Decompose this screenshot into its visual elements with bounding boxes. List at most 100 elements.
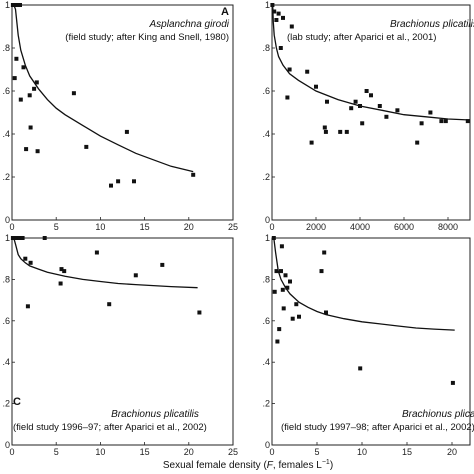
data-point [395,108,400,113]
data-point [305,69,310,74]
x-axis-label-variable: F [267,460,274,471]
x-tick-label: 25 [228,222,238,232]
y-tick-label: .8 [262,274,270,284]
data-point [32,86,37,91]
data-point [58,281,63,286]
panel-b: Brachionus plicatilis (lab study; after … [262,0,474,232]
data-point [314,84,318,89]
data-point [319,269,324,274]
data-point [116,179,121,184]
panel-c-title: Brachionus plicatilis [111,409,199,420]
data-point [124,129,129,134]
data-point [419,121,424,126]
data-point [280,287,285,292]
data-point [285,95,290,100]
data-point [23,256,28,261]
panel-a-label: A [221,6,229,18]
x-axis-label-exponent: −1 [322,459,330,466]
y-tick-label: 1 [265,233,270,243]
data-point [415,140,420,145]
x-tick-label: 10 [95,447,105,457]
data-point [369,93,373,98]
x-tick-label: 0 [9,222,14,232]
data-point [294,302,299,307]
x-axis-label-unit: , females L [273,460,322,471]
y-tick-label: .6 [2,86,10,96]
data-point [28,260,33,265]
data-point [28,125,33,130]
panel-b-subtitle: (lab study; after Aparici et al., 2001) [287,32,436,43]
data-point [14,56,19,61]
y-tick-label: .8 [2,43,10,53]
panel-c: C Brachionus plicatilis (field study 199… [2,233,238,457]
panel-b-title: Brachionus plicatilis [390,19,474,30]
data-point [277,327,282,332]
data-point [323,129,328,134]
data-point [191,172,196,177]
data-point [289,24,294,29]
data-point [20,236,25,240]
data-point [109,183,113,188]
data-point [17,236,22,240]
data-point [309,140,314,145]
x-tick-label: 5 [54,447,59,457]
data-point [322,250,327,255]
x-tick-label: 8000 [438,222,458,232]
x-tick-label: 10 [95,222,105,232]
data-point [272,9,277,14]
x-tick-label: 6000 [394,222,414,232]
data-point [276,11,281,16]
y-tick-label: .2 [2,172,10,182]
panel-c-subtitle: (field study 1996–97; after Aparici et a… [13,422,207,433]
y-tick-label: .6 [262,86,270,96]
data-point [465,119,470,124]
x-tick-label: 20 [447,447,457,457]
data-point [274,18,279,22]
data-point [59,267,64,272]
x-tick-label: 15 [140,447,150,457]
x-tick-label: 20 [184,447,194,457]
data-point [133,273,138,278]
fitted-curve [13,237,198,289]
y-tick-label: 0 [5,440,10,450]
data-point [35,149,40,154]
panel-a: Asplanchna girodi (field study; after Ki… [2,0,238,232]
data-point [42,236,47,240]
y-tick-label: .4 [2,129,10,139]
panel-a-subtitle: (field study; after King and Snell, 1980… [65,32,229,43]
x-tick-label: 0 [269,222,274,232]
fitted-curve [272,4,471,121]
x-tick-label: 5 [314,447,319,457]
data-point [377,104,382,108]
data-point [274,269,279,274]
data-point [358,366,363,371]
data-point [278,46,283,50]
y-tick-label: .6 [262,316,270,326]
data-point [287,67,292,72]
x-tick-label: 4000 [350,222,370,232]
data-point [279,244,284,249]
data-point [132,179,136,184]
data-point [27,93,32,98]
y-tick-label: 0 [265,215,270,225]
data-point [358,104,362,108]
panel-d-title: Brachionus plicatilis [402,409,474,420]
data-point [12,76,17,81]
data-point [297,314,301,319]
data-point [353,99,358,104]
data-point [94,250,99,255]
y-tick-label: .4 [2,357,10,367]
data-point [14,236,19,240]
panel-a-title: Asplanchna girodi [149,19,230,30]
data-point [21,65,26,70]
data-point [283,273,288,278]
y-tick-label: .2 [262,399,270,409]
data-point [18,97,23,102]
data-point [107,302,112,307]
data-point [18,3,22,7]
x-axis-label: Sexual female density (F, females L−1) [163,459,333,471]
x-tick-label: 10 [357,447,367,457]
data-point [24,147,29,152]
y-tick-label: 1 [5,233,10,243]
data-point [270,3,275,7]
